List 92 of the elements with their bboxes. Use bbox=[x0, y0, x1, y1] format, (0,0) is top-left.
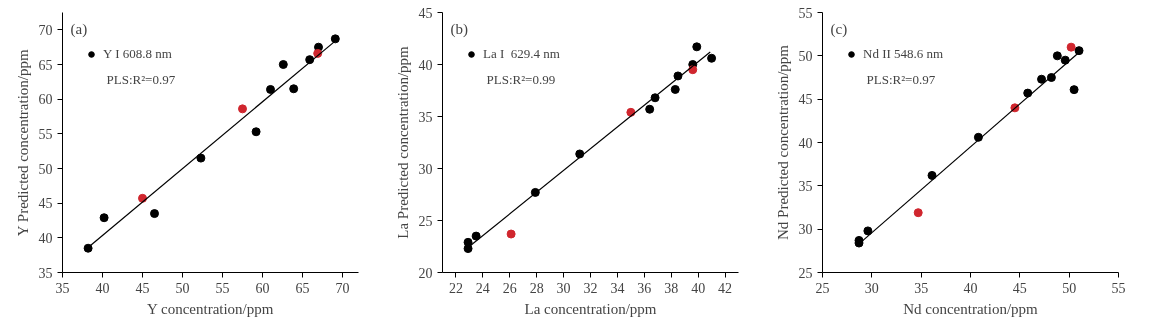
y-tick-label: 50 bbox=[798, 48, 813, 64]
point bbox=[1052, 51, 1062, 61]
x-tick-label: 36 bbox=[637, 280, 652, 296]
point bbox=[913, 208, 923, 218]
y-tick-label: 25 bbox=[418, 213, 433, 229]
x-axis-title: Y concentration/ppm bbox=[146, 300, 274, 317]
x-tick-label: 42 bbox=[718, 280, 733, 296]
x-tick-label: 60 bbox=[255, 280, 270, 296]
point bbox=[1066, 42, 1076, 52]
point bbox=[707, 53, 717, 63]
y-tick-label: 60 bbox=[38, 92, 53, 108]
x-tick-label: 25 bbox=[815, 280, 830, 296]
y-tick-label: 35 bbox=[38, 265, 53, 281]
point bbox=[83, 243, 93, 253]
x-tick-label: 40 bbox=[691, 280, 706, 296]
legend-label: La I 629.4 nm bbox=[483, 46, 560, 62]
x-tick-label: 28 bbox=[529, 280, 544, 296]
x-tick-label: 22 bbox=[448, 280, 463, 296]
y-tick-label: 55 bbox=[38, 126, 53, 142]
point bbox=[645, 104, 655, 114]
x-tick-label: 55 bbox=[215, 280, 230, 296]
point bbox=[575, 149, 585, 159]
x-tick-label: 30 bbox=[556, 280, 571, 296]
x-axis-title: La concentration/ppm bbox=[524, 300, 657, 317]
x-tick-label: 35 bbox=[55, 280, 70, 296]
y-tick-label: 40 bbox=[38, 230, 53, 246]
x-tick-label: 50 bbox=[1062, 280, 1077, 296]
x-tick-label: 45 bbox=[135, 280, 150, 296]
x-tick-label: 70 bbox=[335, 280, 350, 296]
x-tick-label: 50 bbox=[175, 280, 190, 296]
annotation: PLS:R²=0.99 bbox=[486, 71, 556, 87]
point bbox=[150, 209, 159, 219]
point bbox=[266, 84, 275, 94]
point bbox=[278, 60, 288, 69]
legend-label: Nd II 548.6 nm bbox=[863, 46, 944, 62]
point bbox=[927, 170, 937, 180]
annotation: (a) bbox=[70, 20, 88, 38]
point bbox=[1060, 55, 1070, 65]
y-tick-label: 30 bbox=[798, 222, 813, 238]
point bbox=[863, 226, 873, 236]
point bbox=[1046, 73, 1056, 82]
y-tick-label: 40 bbox=[418, 57, 433, 73]
y-tick-label: 65 bbox=[38, 57, 53, 73]
point bbox=[1074, 46, 1084, 56]
point bbox=[506, 229, 516, 239]
x-tick-label: 24 bbox=[475, 280, 490, 296]
y-tick-label: 45 bbox=[38, 196, 53, 212]
point bbox=[238, 104, 247, 114]
point bbox=[1037, 74, 1047, 84]
point bbox=[463, 244, 473, 254]
annotation: PLS:R²=0.97 bbox=[106, 71, 176, 87]
x-tick-label: 30 bbox=[864, 280, 879, 296]
x-tick-label: 35 bbox=[914, 280, 929, 296]
point bbox=[330, 34, 340, 44]
x-axis-title: Nd concentration/ppm bbox=[903, 300, 1039, 317]
legend-label: Y I 608.8 nm bbox=[103, 46, 172, 62]
x-tick-label: 65 bbox=[295, 280, 310, 296]
point bbox=[251, 127, 261, 137]
y-tick-label: 40 bbox=[798, 135, 813, 151]
y-tick-label: 35 bbox=[418, 109, 433, 125]
point bbox=[692, 42, 702, 52]
y-tick-label: 45 bbox=[418, 5, 433, 21]
point bbox=[1023, 88, 1033, 98]
y-tick-label: 70 bbox=[38, 22, 53, 38]
annotation: (c) bbox=[830, 20, 848, 38]
y-tick-label: 30 bbox=[418, 161, 433, 177]
y-tick-label: 50 bbox=[38, 161, 53, 177]
annotation: (b) bbox=[450, 20, 468, 38]
y-tick-label: 55 bbox=[798, 5, 813, 21]
y-tick-label: 20 bbox=[418, 265, 433, 281]
x-tick-label: 40 bbox=[963, 280, 978, 296]
point bbox=[670, 84, 680, 94]
y-tick-label: 25 bbox=[798, 265, 813, 281]
point bbox=[289, 84, 299, 94]
point bbox=[99, 213, 109, 223]
x-tick-label: 32 bbox=[583, 280, 598, 296]
annotation: PLS:R²=0.97 bbox=[866, 71, 936, 87]
y-tick-label: 35 bbox=[798, 178, 813, 194]
point bbox=[196, 153, 206, 163]
y-tick-label: 45 bbox=[798, 92, 813, 108]
x-tick-label: 55 bbox=[1111, 280, 1126, 296]
x-tick-label: 26 bbox=[502, 280, 517, 296]
x-tick-label: 38 bbox=[664, 280, 679, 296]
x-tick-label: 40 bbox=[95, 280, 110, 296]
y-axis-title: Y Predicted concentration/ppm bbox=[14, 49, 31, 237]
x-tick-label: 45 bbox=[1012, 280, 1027, 296]
x-tick-label: 34 bbox=[610, 280, 625, 296]
point bbox=[471, 231, 481, 241]
point bbox=[1069, 85, 1079, 95]
y-axis-title: Nd Predicted concentration/ppm bbox=[774, 44, 791, 240]
point bbox=[650, 93, 660, 103]
y-axis-title: La Predicted concentration/ppm bbox=[394, 45, 411, 239]
